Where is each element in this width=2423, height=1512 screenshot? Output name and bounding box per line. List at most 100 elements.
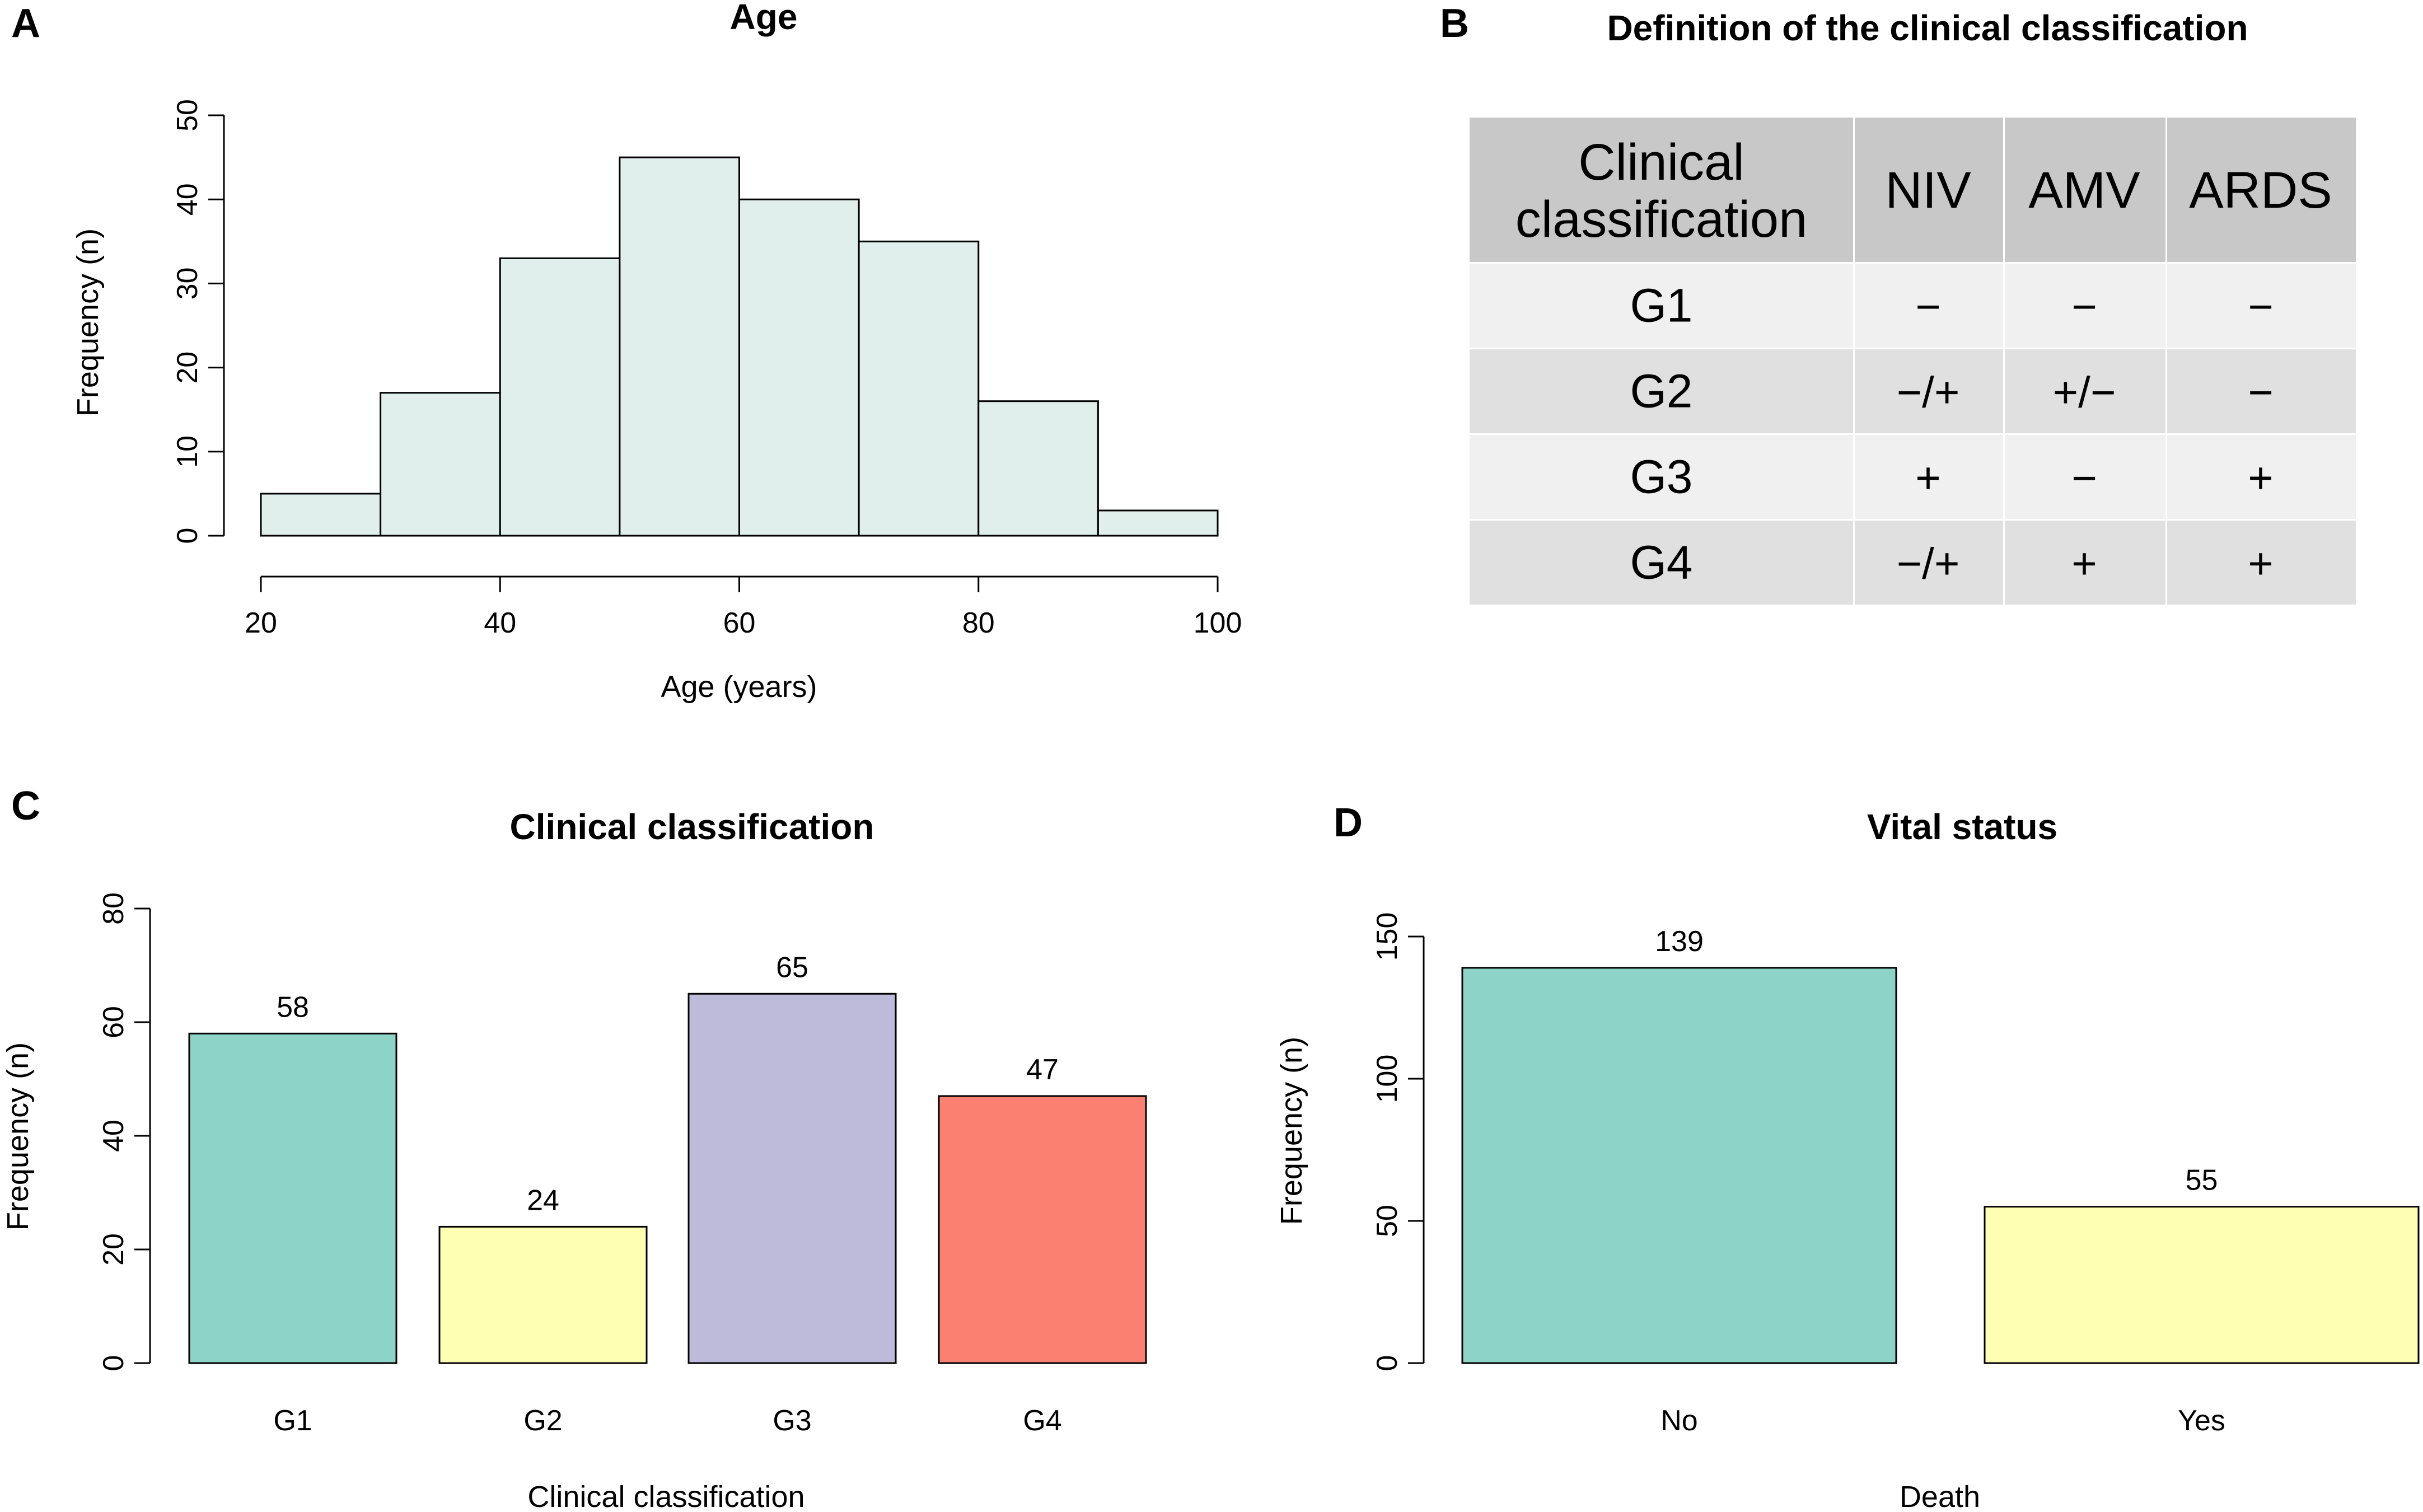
y-tick-label: 40	[97, 1120, 130, 1152]
table-cell	[1470, 264, 1853, 348]
panel-letter-c: C	[11, 784, 40, 828]
classification-table: Definition of the clinical classificatio…	[1470, 8, 2356, 605]
table-row-label: G2	[1630, 365, 1692, 418]
x-tick-label: Yes	[2178, 1405, 2225, 1437]
y-tick-label: 30	[171, 267, 204, 299]
y-tick-label: 20	[97, 1233, 130, 1266]
y-tick-label: 0	[97, 1355, 130, 1371]
table-cell-value: −/+	[1897, 539, 1960, 588]
x-tick-label: 40	[484, 607, 516, 639]
histogram-bar	[499, 257, 621, 537]
y-tick-label: 50	[171, 99, 204, 132]
bar	[188, 1032, 397, 1364]
table-title: Definition of the clinical classificatio…	[1607, 8, 2248, 48]
table-row-label: G1	[1630, 279, 1692, 332]
table-cell	[2005, 349, 2165, 433]
histogram-bar	[260, 493, 382, 537]
table-header-cell	[2167, 118, 2356, 262]
table-cell	[2005, 435, 2165, 519]
table-header-line: classification	[1515, 191, 1808, 248]
chart-title: Clinical classification	[510, 807, 874, 847]
table-cell-value: −	[1915, 282, 1941, 331]
y-tick-label: 40	[171, 183, 204, 216]
y-tick-label: 20	[171, 352, 204, 384]
x-tick-label: G4	[1023, 1405, 1061, 1437]
table-cell-value: −	[2248, 368, 2274, 417]
bar	[687, 993, 897, 1364]
histogram-bar	[1097, 509, 1219, 537]
table-cell-value: +	[2248, 539, 2274, 588]
x-tick-label: 20	[245, 607, 277, 639]
table-cell	[2167, 264, 2356, 348]
y-tick-label: 0	[171, 528, 204, 544]
table-header-cell	[1855, 118, 2003, 262]
table-cell	[2167, 521, 2356, 605]
table-header-cell	[1470, 118, 1853, 262]
chart-title: Age	[730, 0, 798, 37]
x-tick-label: No	[1660, 1405, 1697, 1437]
table-cell	[1855, 521, 2003, 605]
data-label: 55	[2186, 1164, 2218, 1197]
table-cell-value: +	[1915, 453, 1941, 503]
x-axis-label: Age (years)	[661, 670, 817, 704]
x-tick-label: 100	[1194, 607, 1242, 639]
y-axis-label: Frequency (n)	[71, 228, 105, 416]
y-tick-label: 10	[171, 436, 204, 468]
data-label: 65	[776, 951, 808, 984]
table-cell	[1855, 264, 2003, 348]
table-header-label: ARDS	[2189, 162, 2332, 219]
table-cell-value: −	[2248, 282, 2274, 331]
y-tick-label: 60	[97, 1006, 130, 1038]
histogram-bar	[977, 400, 1099, 537]
table-header-label: Clinical classification	[1515, 134, 1808, 248]
data-label: 24	[527, 1184, 559, 1216]
table-cell	[2167, 349, 2356, 433]
x-tick-label: G2	[523, 1405, 562, 1437]
x-axis-label: Death	[1900, 1480, 1980, 1512]
histogram-bar	[858, 240, 980, 537]
table-cell-value: +/−	[2053, 368, 2116, 417]
bar	[1984, 1206, 2420, 1364]
panel-letter-a: A	[11, 1, 40, 46]
table-cell	[2005, 264, 2165, 348]
data-label: 58	[277, 991, 309, 1023]
table-cell	[2005, 521, 2165, 605]
y-axis-label: Frequency (n)	[1275, 1037, 1308, 1225]
chart-title: Vital status	[1867, 807, 2057, 847]
table-cell	[2167, 435, 2356, 519]
table-cell	[1470, 521, 1853, 605]
y-tick-label: 150	[1371, 912, 1404, 961]
bar	[1461, 967, 1897, 1364]
x-tick-label: G1	[273, 1405, 312, 1437]
table-cell-value: +	[2248, 453, 2274, 503]
y-tick-label: 50	[1371, 1205, 1404, 1237]
histogram-bar	[738, 198, 860, 537]
table-cell-value: −	[2071, 453, 2097, 503]
panel-letter-b: B	[1440, 1, 1469, 46]
bar	[938, 1095, 1147, 1364]
table-cell	[1855, 349, 2003, 433]
y-axis-label: Frequency (n)	[1, 1042, 35, 1230]
vital-status-chart: Vital status Death Frequency (n) 139 55 0…	[1275, 807, 2420, 1512]
table-cell-value: −/+	[1897, 368, 1960, 417]
y-tick-label: 80	[97, 892, 130, 925]
table-cell-value: −	[2071, 282, 2097, 331]
table-cell	[1470, 435, 1853, 519]
table-cell	[1470, 349, 1853, 433]
x-tick-label: 80	[962, 607, 995, 639]
bar	[438, 1225, 648, 1364]
panel-letter-d: D	[1334, 801, 1363, 845]
age-histogram: Age Age (years) Frequency (n) 0 10 20 30 40 5…	[71, 0, 1242, 704]
table-row-label: G3	[1630, 451, 1692, 503]
clinical-classification-chart: Clinical classification Clinical classif…	[1, 807, 1147, 1512]
y-tick-label: 0	[1371, 1355, 1404, 1371]
data-label: 47	[1026, 1054, 1059, 1086]
table-header-label: AMV	[2028, 162, 2140, 219]
histogram-bar	[619, 156, 740, 537]
table-row-label: G4	[1630, 536, 1692, 589]
table-cell	[1855, 435, 2003, 519]
table-header-cell	[2005, 118, 2165, 262]
table-header-line: Clinical	[1578, 134, 1744, 191]
x-axis-label: Clinical classification	[527, 1480, 804, 1512]
